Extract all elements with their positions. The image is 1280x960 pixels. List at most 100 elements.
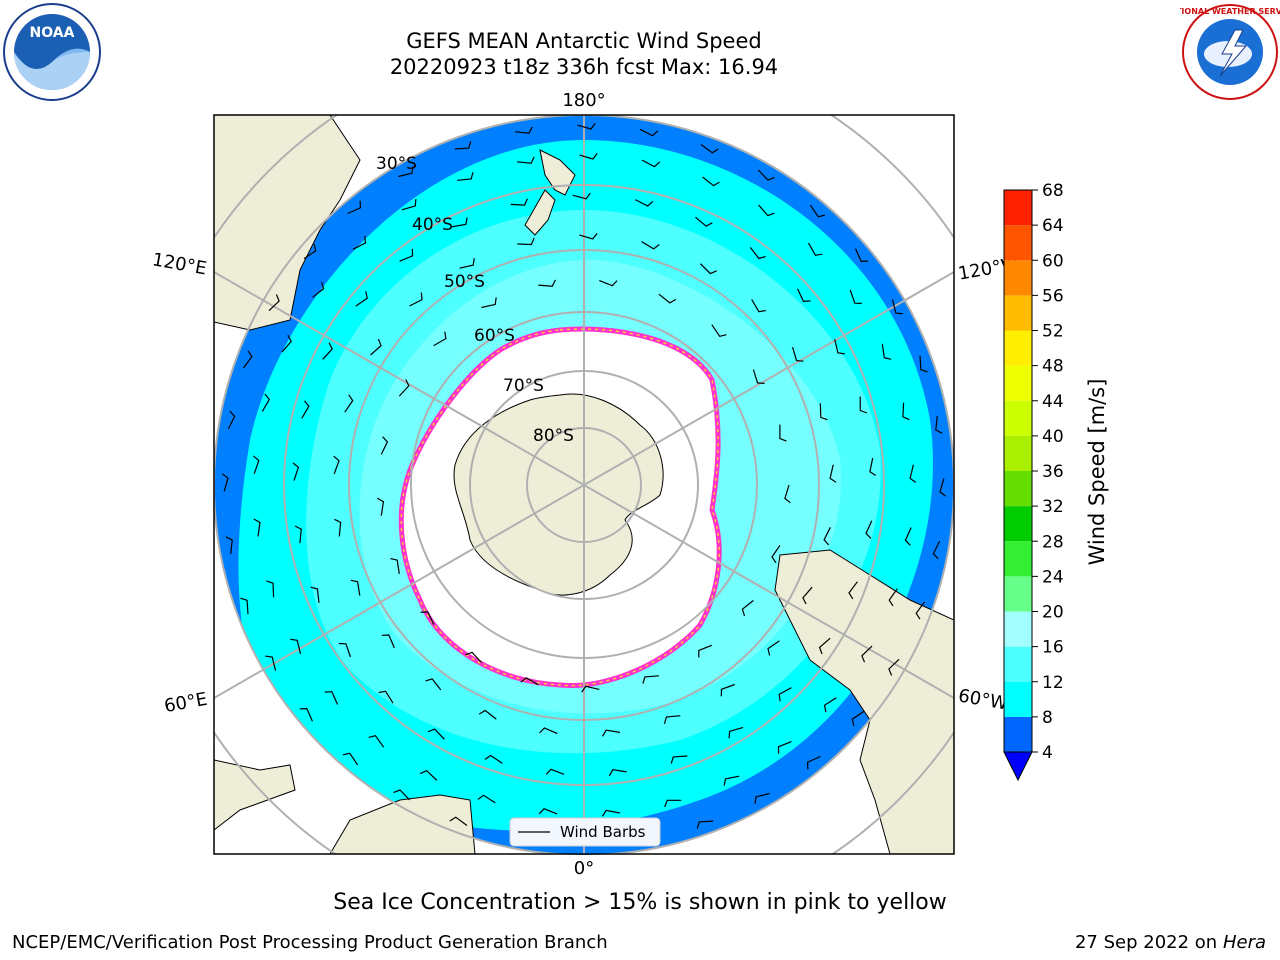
- wind-barb: [368, 735, 385, 748]
- wind-barb: [225, 536, 233, 554]
- wind-barb: [865, 520, 873, 539]
- wind-barb: [700, 144, 719, 154]
- wind-barb: [227, 410, 236, 430]
- wind-barb: [253, 518, 261, 537]
- wind-barb: [939, 478, 946, 497]
- noaa-logo-text: NOAA: [30, 25, 75, 41]
- chart-title: GEFS MEAN Antarctic Wind Speed: [406, 29, 762, 53]
- wind-barb: [664, 799, 682, 808]
- wind-barb: [401, 198, 417, 211]
- wind-barb: [266, 580, 275, 598]
- wind-barb: [823, 697, 837, 713]
- latitude-label-30s: 30°S: [376, 154, 417, 174]
- wind-barb: [723, 775, 740, 786]
- wind-barb: [393, 789, 411, 801]
- wind-barb: [334, 518, 342, 537]
- meridian-label-120e: 120°E: [151, 249, 209, 279]
- colorbar-tick-label: 64: [1042, 216, 1064, 236]
- wind-barb: [342, 752, 359, 766]
- colorbar-segment: [1004, 225, 1032, 261]
- wind-barb: [572, 192, 591, 200]
- wind-barb: [240, 597, 249, 615]
- wind-barb: [324, 691, 339, 705]
- wind-barb: [935, 416, 943, 434]
- colorbar-tick-label: 48: [1042, 357, 1064, 377]
- wind-barb: [792, 347, 804, 362]
- wind-barb: [699, 263, 717, 275]
- land-africa: [214, 759, 296, 831]
- wind-barb: [577, 123, 596, 130]
- meridian-label-60e: 60°E: [163, 689, 209, 717]
- wind-barb: [749, 247, 766, 260]
- wind-barb: [538, 807, 558, 815]
- colorbar-segment: [1004, 506, 1032, 542]
- legend-wind-barbs-label: Wind Barbs: [560, 823, 646, 841]
- wind-barb: [932, 540, 941, 560]
- wind-barb: [347, 200, 362, 215]
- wind-barb: [902, 402, 910, 421]
- wind-barb: [779, 424, 787, 442]
- wind-barb: [848, 581, 858, 600]
- wind-barb: [641, 241, 660, 250]
- wind-barb: [222, 473, 229, 492]
- wind-barb: [281, 334, 292, 353]
- wind-barb: [881, 343, 892, 360]
- wind-barb: [888, 588, 898, 607]
- colorbar-extend-arrow: [1003, 751, 1033, 782]
- wind-barb: [819, 403, 828, 421]
- colorbar-segment: [1004, 330, 1032, 366]
- latitude-label-50s: 50°S: [444, 272, 485, 292]
- wind-barb: [639, 128, 659, 137]
- colorbar-segment: [1004, 190, 1032, 226]
- wind-barb: [784, 484, 791, 504]
- wind-barb: [579, 233, 598, 240]
- wind-barb: [834, 339, 845, 355]
- colorbar-segment: [1004, 260, 1032, 296]
- meridian-label-60w: 60°W: [957, 685, 1010, 714]
- wind-barb: [695, 216, 713, 227]
- wind-barb: [758, 204, 775, 217]
- wind-barb: [478, 709, 497, 720]
- wind-barb: [465, 651, 482, 663]
- colorbar-tick-label: 60: [1042, 251, 1064, 271]
- wind-barb: [294, 525, 302, 544]
- wind-barb: [545, 768, 565, 775]
- wind-barb: [751, 299, 766, 313]
- wind-barb: [454, 141, 472, 150]
- latitude-label-60s: 60°S: [474, 326, 515, 346]
- colorbar-segment: [1004, 576, 1032, 612]
- wind-barb: [538, 279, 556, 287]
- map-frame: [213, 114, 955, 855]
- wind-barb: [355, 291, 368, 307]
- colorbar-segment: [1004, 365, 1032, 401]
- wind-barb: [752, 369, 765, 384]
- wind-barb: [312, 281, 325, 298]
- wind-barb: [352, 235, 367, 250]
- colorbar-tick-label: 12: [1042, 673, 1064, 693]
- wind-barb: [333, 455, 340, 475]
- wind-barb: [849, 289, 862, 304]
- wind-barb: [299, 707, 314, 722]
- wind-barb: [767, 640, 780, 656]
- wind-barb: [720, 683, 735, 697]
- colorbar-tick-label: 16: [1042, 638, 1064, 658]
- wind-barb: [741, 600, 754, 617]
- footer-date: 27 Sep 2022 on Hera: [1075, 932, 1266, 953]
- wind-barb: [253, 455, 260, 474]
- colorbar-segment: [1004, 611, 1032, 647]
- wind-barb: [539, 727, 558, 735]
- wind-barb: [696, 820, 714, 829]
- map-legend: Wind Barbs: [509, 817, 661, 847]
- chart-subtitle: 20220923 t18z 336h fcst Max: 16.94: [389, 55, 779, 79]
- wind-barb: [425, 678, 442, 691]
- wind-barb: [370, 338, 382, 356]
- wind-barb: [829, 464, 837, 483]
- wind-barb: [303, 243, 317, 260]
- wind-barb: [904, 527, 912, 546]
- colorbar-tick-label: 56: [1042, 286, 1064, 306]
- wind-barb: [338, 642, 352, 658]
- colorbar-segment: [1004, 716, 1032, 752]
- wind-barb: [517, 156, 535, 164]
- wind-barb: [459, 258, 475, 269]
